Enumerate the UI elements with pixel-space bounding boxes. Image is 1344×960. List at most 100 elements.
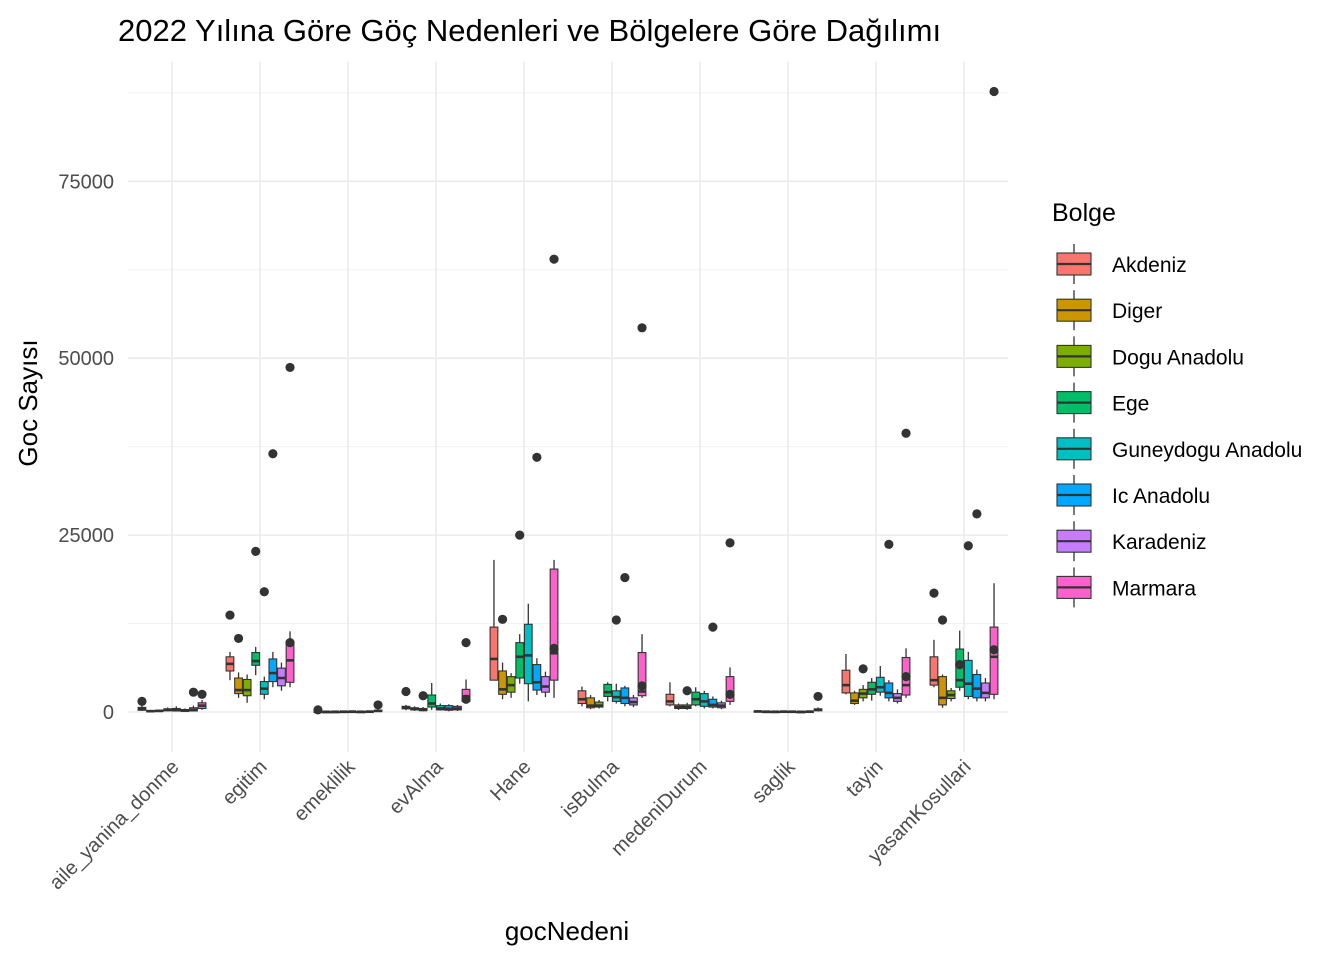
outlier-point xyxy=(929,588,939,598)
box-ic-anadolu xyxy=(620,572,630,707)
outlier-point xyxy=(725,538,735,548)
box-body xyxy=(523,623,533,685)
box-karadeniz xyxy=(541,671,550,698)
legend-item-karadeniz: Karadeniz xyxy=(1056,521,1207,562)
box-guneydogu-anadolu xyxy=(875,666,885,696)
box-dogu-anadolu xyxy=(594,699,604,709)
legend: Akdeniz Diger Dogu Anadolu Ege Guneydogu Ana… xyxy=(1056,244,1302,608)
legend-label: Ic Anadolu xyxy=(1112,485,1210,508)
outlier-point xyxy=(285,362,295,373)
legend-item-ic-anadolu: Ic Anadolu xyxy=(1056,475,1210,515)
box-guneydogu-anadolu xyxy=(259,587,269,700)
legend-label: Akdeniz xyxy=(1112,254,1187,277)
outlier-point xyxy=(532,452,542,462)
outlier-point xyxy=(373,700,383,710)
box-dogu-anadolu xyxy=(506,673,516,698)
box-marmara xyxy=(373,700,383,713)
outlier-point xyxy=(549,643,559,653)
box-dogu-anadolu xyxy=(858,664,868,702)
box-diger xyxy=(937,615,948,708)
box-ege xyxy=(603,682,613,702)
box-akdeniz xyxy=(753,710,763,713)
outlier-point xyxy=(963,541,973,551)
outlier-point xyxy=(285,638,295,648)
box-body xyxy=(498,670,507,695)
box-ege xyxy=(427,682,437,710)
box-body xyxy=(972,673,982,699)
box-karadeniz xyxy=(981,678,990,702)
box-marmara xyxy=(989,86,999,700)
y-tick-label: 25000 xyxy=(58,525,114,547)
legend-item-ege: Ege xyxy=(1056,382,1149,423)
outlier-point xyxy=(188,687,199,697)
box-body xyxy=(242,678,252,697)
box-body xyxy=(268,658,278,683)
box-karadeniz xyxy=(365,710,374,714)
box-body xyxy=(929,656,939,686)
box-body xyxy=(577,690,587,705)
box-ic-anadolu xyxy=(972,509,982,702)
box-body xyxy=(586,697,595,709)
outlier-point xyxy=(708,622,718,632)
box-ic-anadolu xyxy=(796,710,806,714)
box-akdeniz xyxy=(137,696,147,711)
box-diger xyxy=(497,614,508,700)
box-guneydogu-anadolu xyxy=(347,710,357,714)
outlier-point xyxy=(225,610,235,620)
box-body xyxy=(620,687,630,705)
box-karadeniz xyxy=(893,689,902,704)
box-marmara xyxy=(813,691,823,712)
outlier-point xyxy=(901,428,911,438)
legend-item-diger: Diger xyxy=(1056,290,1162,331)
box-diger xyxy=(322,710,331,714)
box-ic-anadolu xyxy=(180,708,190,712)
legend-label: Diger xyxy=(1112,300,1162,323)
box-dogu-anadolu xyxy=(682,686,692,710)
box-body xyxy=(699,693,709,707)
outlier-point xyxy=(313,705,323,715)
box-guneydogu-anadolu xyxy=(699,690,709,709)
box-ege xyxy=(955,630,965,691)
box-diger xyxy=(586,695,595,710)
box-akdeniz xyxy=(401,686,411,711)
outlier-point xyxy=(620,572,630,583)
box-body xyxy=(665,693,675,706)
box-diger xyxy=(674,703,683,710)
outlier-point xyxy=(137,696,147,706)
outlier-point xyxy=(611,615,621,625)
outlier-point xyxy=(259,587,269,597)
box-akdeniz xyxy=(489,559,499,681)
box-ege xyxy=(867,678,877,701)
box-ege xyxy=(163,707,173,712)
outlier-point xyxy=(858,664,868,674)
legend-label: Karadeniz xyxy=(1112,531,1207,554)
box-dogu-anadolu xyxy=(770,710,780,714)
box-ege xyxy=(251,546,261,676)
box-body xyxy=(981,682,990,699)
box-body xyxy=(549,568,559,681)
outlier-point xyxy=(637,323,647,333)
legend-label: Dogu Anadolu xyxy=(1112,346,1244,369)
outlier-point xyxy=(884,539,894,549)
box-marmara xyxy=(285,362,295,688)
box-dogu-anadolu xyxy=(154,709,164,713)
box-ege xyxy=(779,710,789,714)
box-body xyxy=(637,652,647,697)
box-body xyxy=(251,652,261,666)
box-karadeniz xyxy=(277,662,286,691)
box-ic-anadolu xyxy=(708,622,718,709)
box-body xyxy=(427,694,437,708)
outlier-point xyxy=(813,691,823,702)
box-ic-anadolu xyxy=(444,704,454,712)
outlier-point xyxy=(725,689,735,699)
y-axis-ticks: 0 25000 50000 75000 xyxy=(58,171,114,724)
box-guneydogu-anadolu xyxy=(523,603,533,702)
box-akdeniz xyxy=(665,682,675,707)
box-body xyxy=(489,626,499,681)
chart-title: 2022 Yılına Göre Göç Nedenleri ve Bölgel… xyxy=(118,13,941,48)
box-marmara xyxy=(549,254,559,698)
y-axis-title: Goc Sayısı xyxy=(13,339,43,466)
box-body xyxy=(234,677,243,695)
box-marmara xyxy=(637,323,647,698)
outlier-point xyxy=(937,615,948,625)
